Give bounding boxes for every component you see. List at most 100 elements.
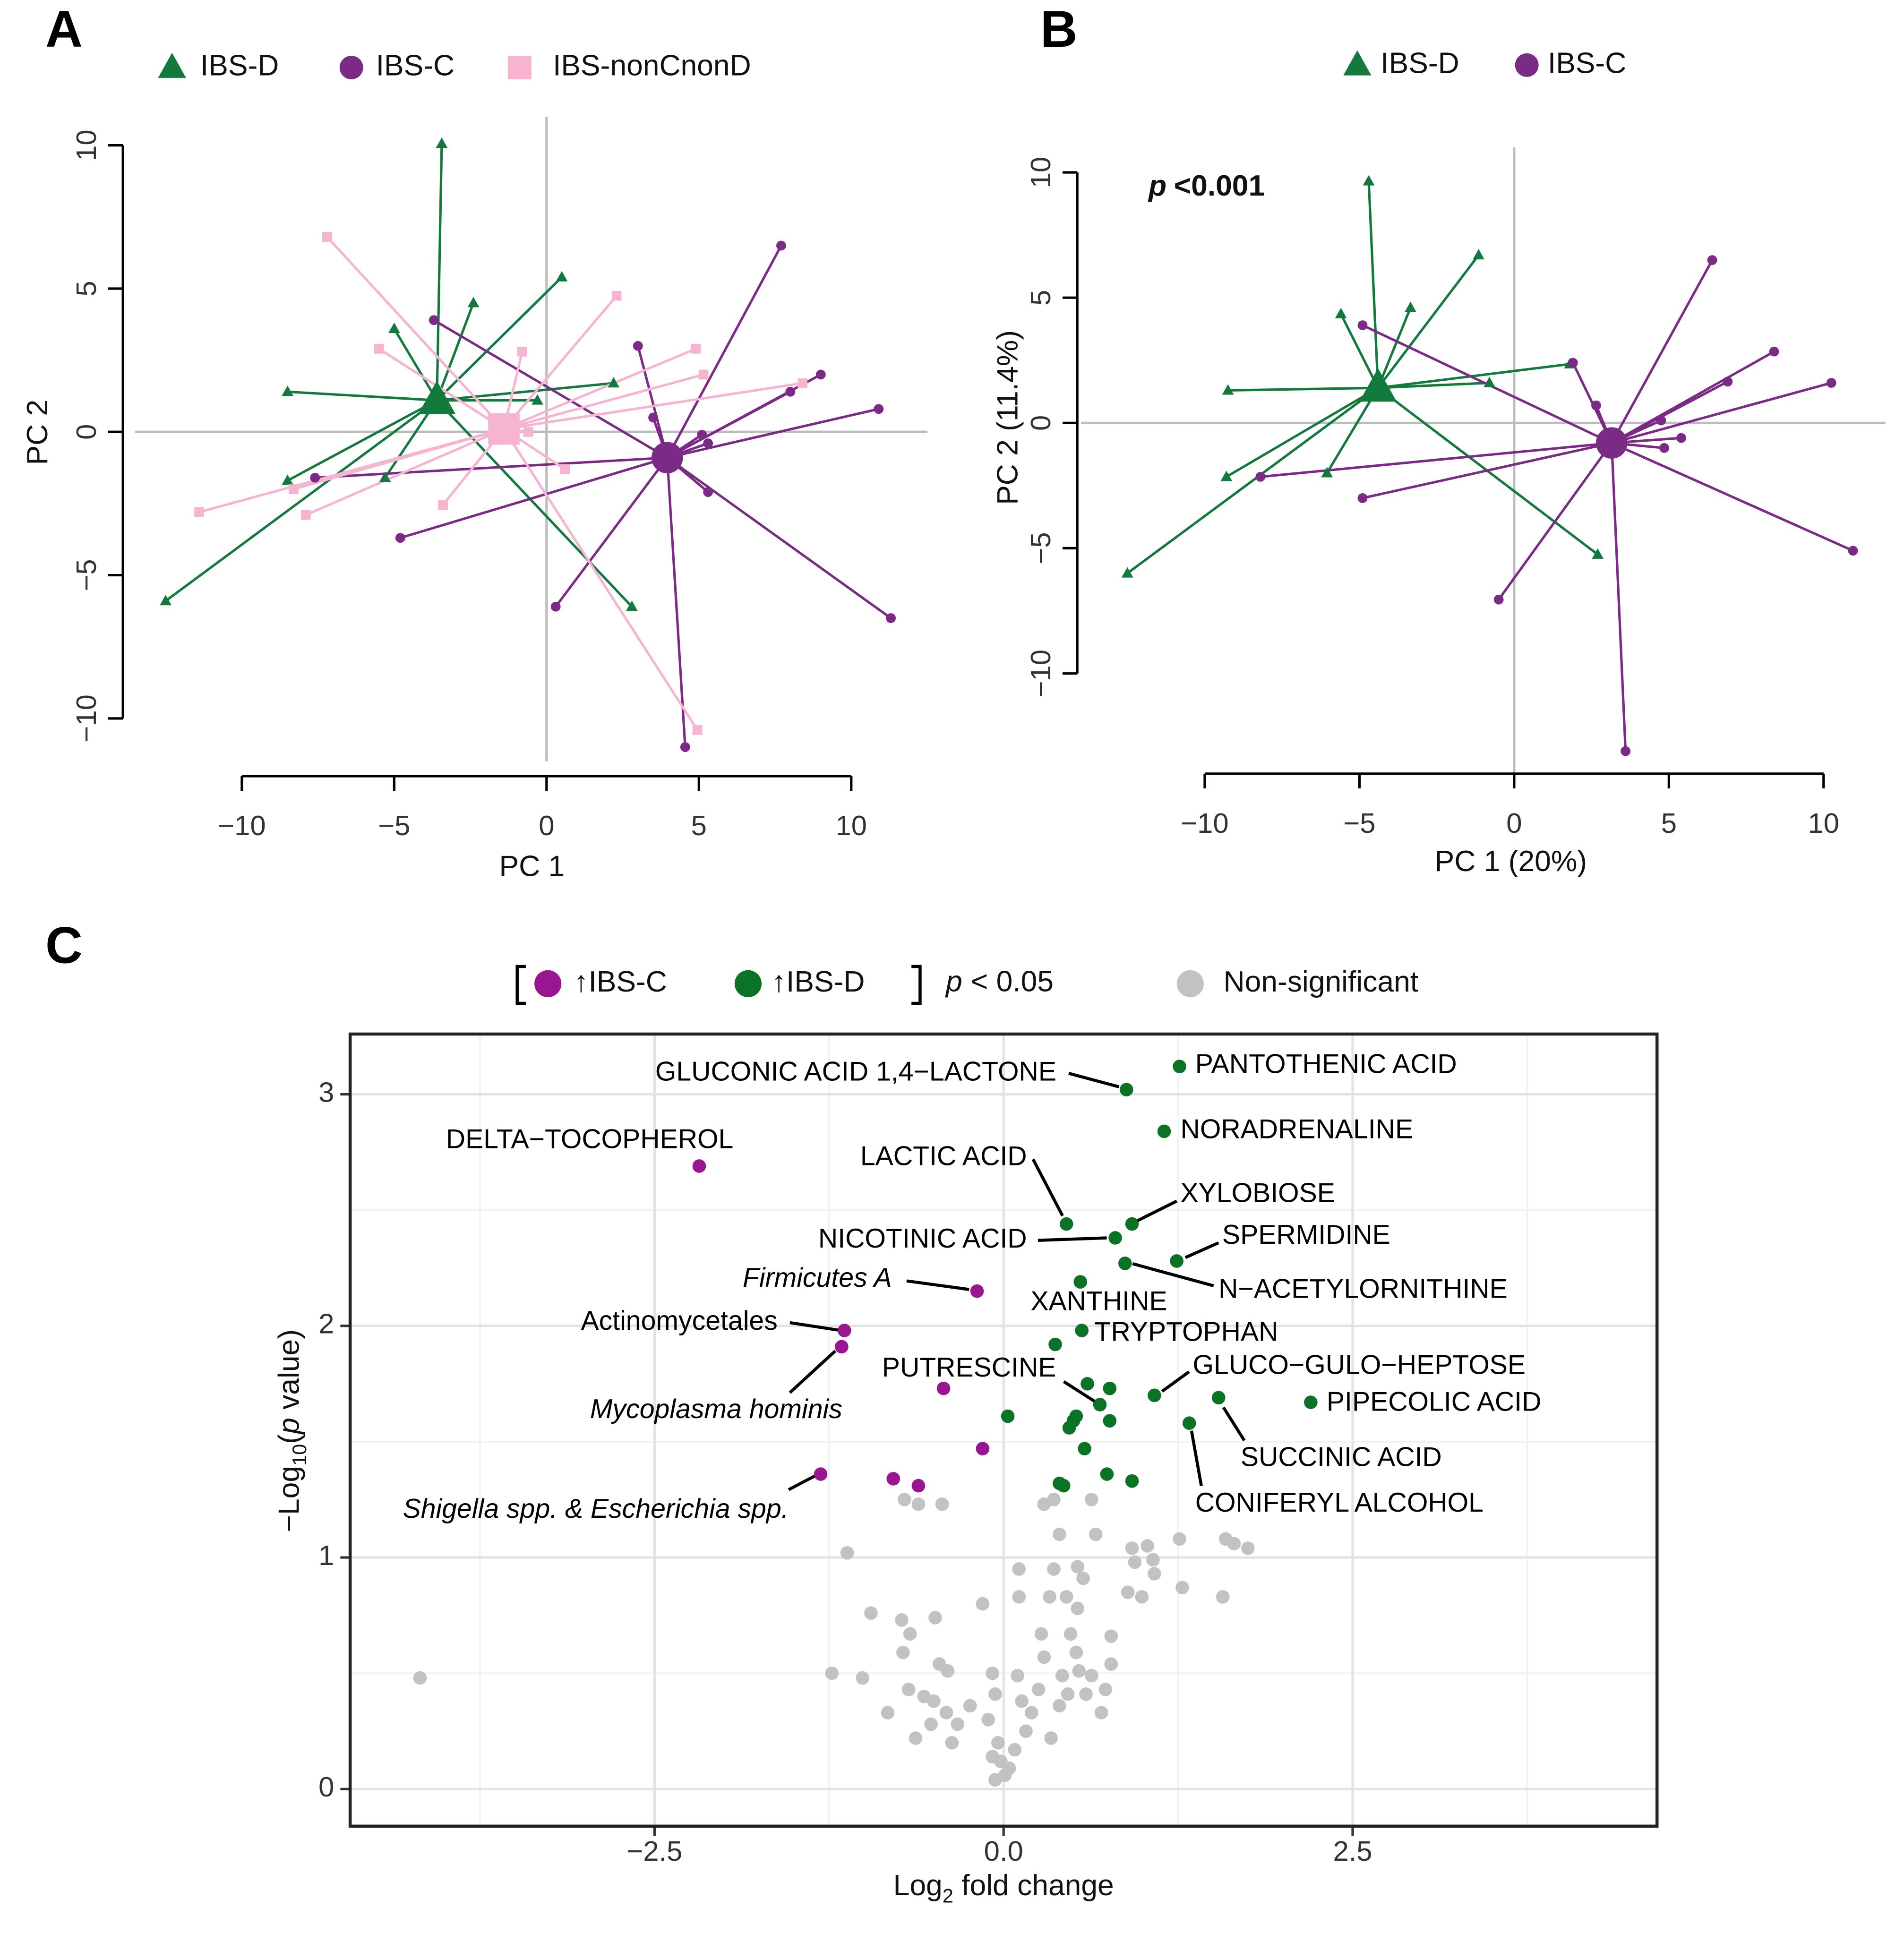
point <box>1019 1724 1033 1738</box>
point <box>1621 746 1631 756</box>
point <box>1335 308 1347 318</box>
spoke <box>503 373 704 430</box>
legend-marker <box>734 970 762 997</box>
point <box>413 1671 427 1685</box>
x-tick-label: −5 <box>1343 807 1375 839</box>
point <box>322 232 332 242</box>
point <box>815 369 826 380</box>
point <box>703 438 713 448</box>
point <box>798 378 807 388</box>
leader-line <box>906 1279 969 1291</box>
point-label: XANTHINE <box>1030 1286 1167 1316</box>
y-tick-label: 5 <box>1025 290 1056 306</box>
point <box>300 510 311 520</box>
y-tick-label: −10 <box>1025 650 1056 697</box>
leader-line <box>789 1321 838 1332</box>
point <box>903 1627 917 1641</box>
point <box>896 1645 910 1659</box>
spoke <box>1126 387 1379 574</box>
point-label: N−ACETYLORNITHINE <box>1218 1274 1508 1304</box>
spoke <box>1377 307 1412 389</box>
point <box>523 427 533 437</box>
point <box>856 1671 870 1685</box>
point-label: TRYPTOPHAN <box>1095 1317 1278 1347</box>
spoke <box>400 456 668 539</box>
legend-marker <box>339 56 363 79</box>
x-tick-label: −10 <box>1181 807 1228 839</box>
point-label: Shigella spp. & Escherichia spp. <box>403 1494 789 1524</box>
point <box>895 1613 909 1627</box>
point <box>1405 301 1416 312</box>
point <box>1227 1537 1241 1550</box>
point <box>633 341 643 351</box>
spoke <box>393 328 438 401</box>
y-tick-label: 5 <box>70 281 102 296</box>
point <box>1056 1479 1071 1493</box>
point <box>1216 1590 1230 1604</box>
point <box>438 500 448 510</box>
point <box>1053 1699 1066 1713</box>
point <box>1568 358 1578 368</box>
x-tick-label: 2.5 <box>1333 1835 1372 1867</box>
point <box>1001 1409 1015 1423</box>
point <box>1592 548 1604 559</box>
point <box>1128 1555 1142 1569</box>
centroid <box>418 380 456 414</box>
point <box>1071 1601 1085 1616</box>
spoke <box>1611 380 1729 445</box>
spoke <box>504 382 803 430</box>
point <box>1125 1541 1139 1555</box>
spoke <box>287 399 437 482</box>
leader-line <box>1190 1430 1203 1487</box>
y-tick-label: −5 <box>1025 532 1056 564</box>
x-tick-label: −5 <box>378 810 410 841</box>
spoke <box>555 457 669 607</box>
point-label: GLUCO−GULO−HEPTOSE <box>1193 1350 1526 1380</box>
x-axis-label: PC 1 <box>499 850 565 883</box>
point <box>1059 1590 1073 1604</box>
point <box>1769 346 1779 357</box>
x-axis-label-part: Log <box>893 1869 943 1902</box>
x-tick-label: −2.5 <box>626 1835 682 1867</box>
point <box>388 322 400 333</box>
point <box>1048 1337 1062 1351</box>
point-label: Firmicutes A <box>743 1263 892 1293</box>
y-tick-label: 0 <box>318 1771 334 1803</box>
legend-label: IBS-D <box>200 49 279 82</box>
spoke <box>503 428 699 731</box>
point <box>970 1284 984 1298</box>
x-axis-label-part: 2 <box>943 1885 953 1907</box>
panel-label: C <box>45 916 83 974</box>
x-tick-label: 5 <box>1661 807 1677 839</box>
centroid <box>1359 368 1397 402</box>
point <box>1363 175 1375 186</box>
point <box>532 394 543 405</box>
point <box>1659 443 1669 453</box>
spoke <box>1378 363 1570 389</box>
spoke <box>287 390 437 402</box>
point <box>698 369 709 380</box>
point <box>703 487 713 497</box>
point <box>1173 1532 1186 1546</box>
point <box>1047 1493 1061 1506</box>
point <box>1125 1474 1139 1488</box>
point <box>1100 1467 1114 1481</box>
point <box>1220 470 1233 481</box>
point <box>835 1340 849 1354</box>
y-axis-label-part: 10 <box>288 1444 310 1466</box>
point <box>924 1717 938 1731</box>
point <box>1182 1416 1196 1430</box>
y-axis-label-part: p <box>273 1418 306 1435</box>
spoke <box>1362 442 1612 499</box>
point <box>874 404 884 414</box>
x-axis-label: PC 1 (20%) <box>1435 845 1587 878</box>
spoke <box>326 236 505 430</box>
point-label: CONIFERYL ALCOHOL <box>1195 1488 1484 1518</box>
point <box>1098 1683 1113 1696</box>
point <box>1059 1217 1073 1231</box>
point <box>1078 1442 1091 1455</box>
point <box>1044 1731 1058 1745</box>
point-label: LACTIC ACID <box>860 1141 1027 1172</box>
point <box>840 1546 854 1560</box>
